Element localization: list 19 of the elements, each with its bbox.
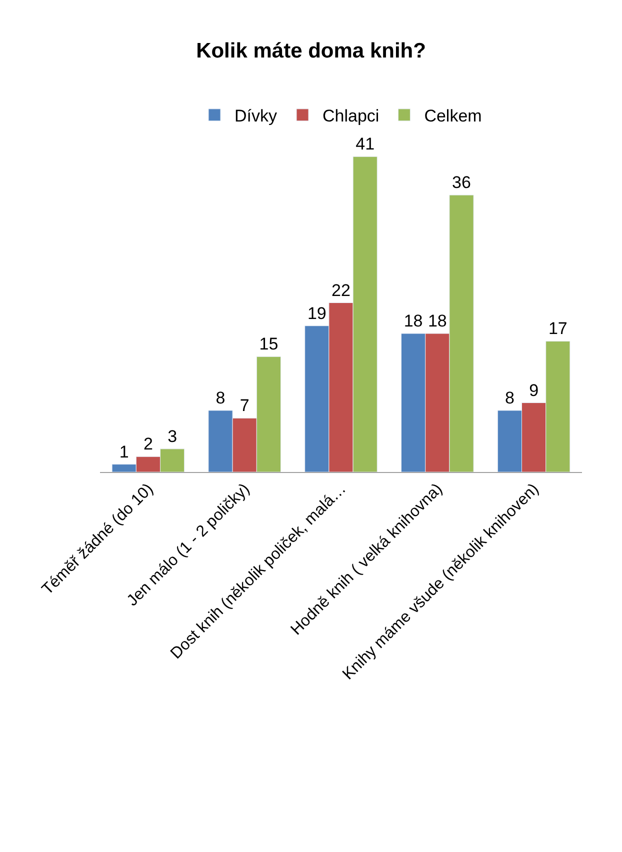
legend-label: Dívky xyxy=(234,106,278,126)
data-label: 41 xyxy=(356,134,375,154)
data-label: 7 xyxy=(240,396,250,416)
data-label: 17 xyxy=(548,319,568,338)
data-label: 15 xyxy=(259,334,278,354)
legend-label: Chlapci xyxy=(322,106,380,126)
data-label: 8 xyxy=(216,388,226,408)
data-label: 3 xyxy=(168,426,178,446)
data-label: 19 xyxy=(307,304,326,323)
data-label: 9 xyxy=(529,380,539,400)
data-label: 22 xyxy=(332,280,350,300)
chart-title: Kolik máte doma knih? xyxy=(196,39,426,62)
data-label: 18 xyxy=(428,312,447,331)
legend-label: Celkem xyxy=(424,106,482,126)
data-label: 1 xyxy=(119,442,129,462)
data-label: 8 xyxy=(504,388,514,408)
data-label: 2 xyxy=(143,434,153,454)
data-label: 18 xyxy=(404,312,423,331)
data-label: 36 xyxy=(452,173,471,192)
